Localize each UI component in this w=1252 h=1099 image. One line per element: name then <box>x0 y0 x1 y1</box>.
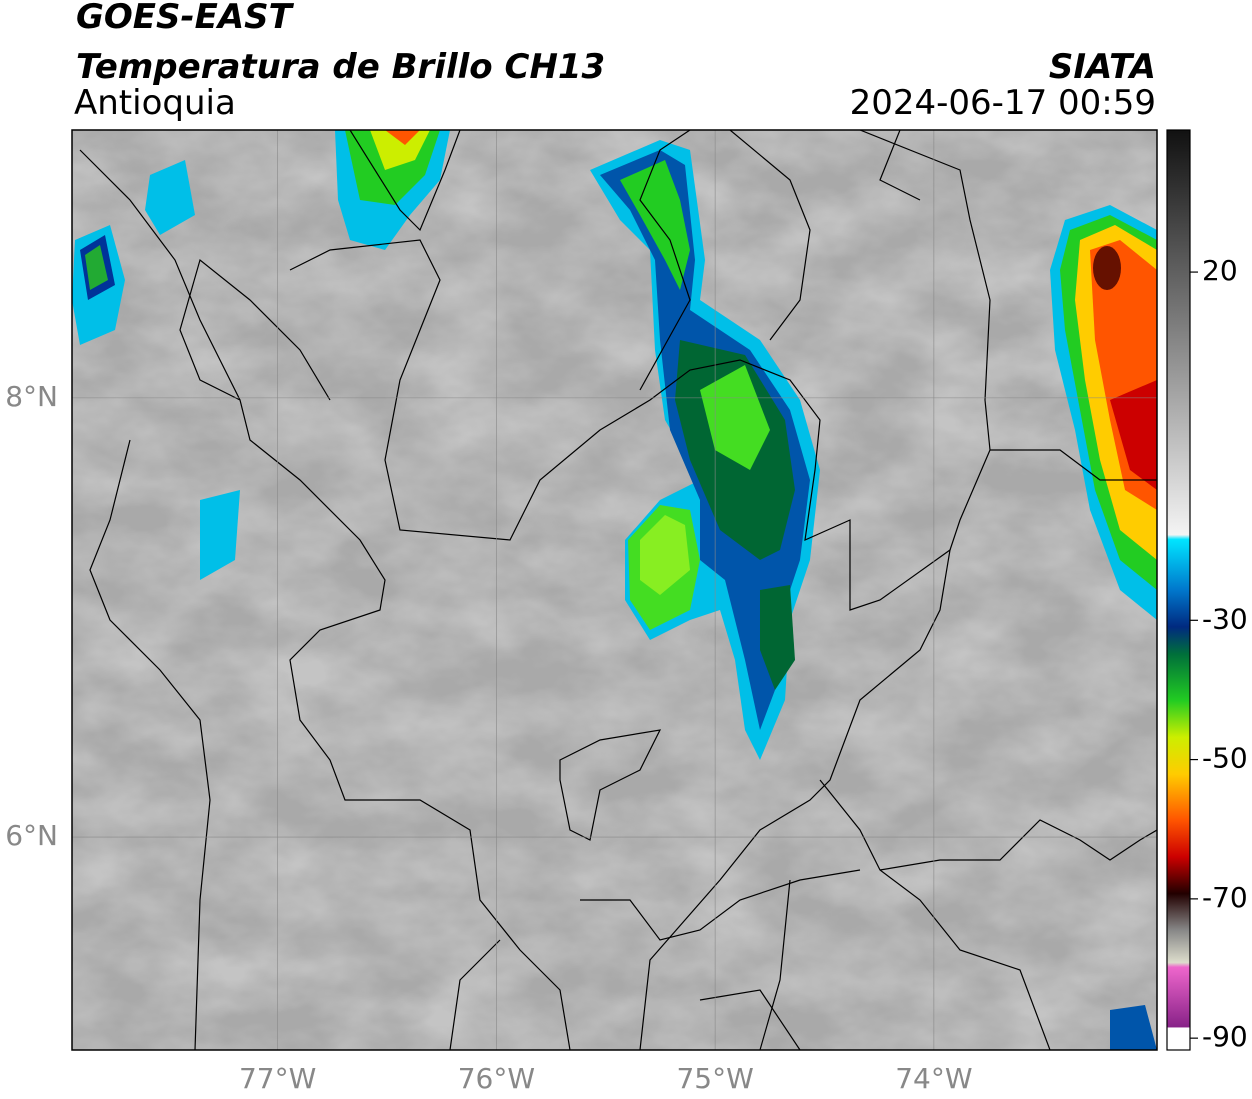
y-tick-label: 8°N <box>5 380 58 413</box>
colorbar-tick-label: -70 <box>1202 881 1248 914</box>
colorbar-tick-label: -50 <box>1202 742 1248 775</box>
y-tick-label: 6°N <box>5 819 58 852</box>
x-tick-label: 77°W <box>239 1062 316 1095</box>
colorbar <box>1166 129 1191 1051</box>
x-tick-label: 75°W <box>676 1062 753 1095</box>
colorbar-tick-label: -30 <box>1202 602 1248 635</box>
x-tick-label: 76°W <box>458 1062 535 1095</box>
map-image <box>72 130 1157 1050</box>
x-tick-label: 74°W <box>895 1062 972 1095</box>
region: Antioquia <box>74 83 236 123</box>
title: GOES-EAST <box>76 0 295 37</box>
map-frame <box>71 129 1158 1051</box>
colorbar-tick-label: 20 <box>1202 254 1238 287</box>
subtitle: Temperatura de Brillo CH13 <box>76 47 605 87</box>
source: SIATA <box>1049 47 1156 87</box>
graticule <box>72 130 1157 1050</box>
colorbar-tick-label: -90 <box>1202 1020 1248 1053</box>
datetime: 2024-06-17 00:59 <box>850 83 1156 123</box>
